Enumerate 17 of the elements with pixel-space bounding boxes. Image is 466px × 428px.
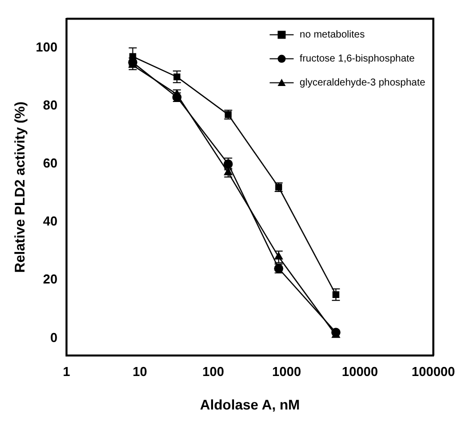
y-tick-label: 100 [36,39,58,54]
x-tick-label: 100 [202,364,224,379]
legend-label: fructose 1,6-bisphosphate [300,54,416,65]
y-axis-title: Relative PLD2 activity (%) [11,102,28,273]
x-tick-label: 1000 [272,364,302,379]
legend-label: glyceraldehyde-3 phosphate [300,78,426,89]
y-tick-label: 20 [43,272,58,287]
x-tick-label: 10000 [342,364,378,379]
x-axis-title: Aldolase A, nM [200,396,300,412]
y-tick-label: 60 [43,156,58,171]
y-tick-label: 0 [50,330,58,345]
y-tick-label: 40 [43,214,58,229]
x-tick-label: 10 [132,364,148,379]
x-tick-label: 1 [62,364,70,379]
x-tick-label: 100000 [412,364,456,379]
legend-label: no metabolites [300,30,365,41]
y-tick-label: 80 [43,97,58,112]
